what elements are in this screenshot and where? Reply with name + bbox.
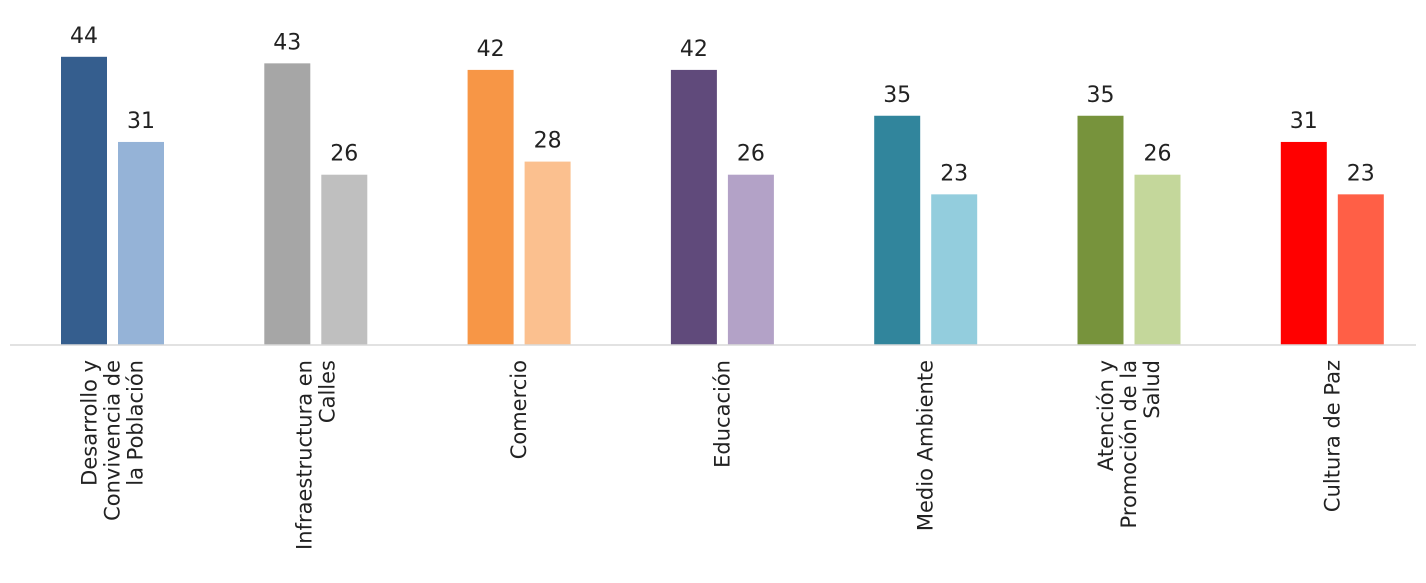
bar-6-series-2 [1134, 174, 1181, 345]
bar-4-series-2 [727, 174, 774, 345]
bar-3-series-1 [467, 69, 514, 346]
bar-7-series-1 [1280, 141, 1327, 345]
bar-2-series-2 [321, 174, 368, 345]
bar-2-series-1 [264, 63, 311, 345]
category-label-line: Medio Ambiente [914, 360, 938, 531]
category-label-1: Desarrollo yConvivencia dela Población [78, 360, 148, 521]
data-label-2-series-1: 43 [273, 30, 301, 55]
data-label-6-series-2: 26 [1144, 142, 1172, 167]
category-label-line: Comercio [507, 360, 531, 459]
data-label-7-series-2: 23 [1347, 161, 1375, 186]
category-label-5: Medio Ambiente [914, 360, 938, 531]
data-label-4-series-1: 42 [680, 37, 708, 62]
category-label-line: Calles [315, 360, 339, 423]
data-label-1-series-1: 44 [70, 24, 98, 49]
data-label-3-series-2: 28 [534, 129, 562, 154]
bars-layer [61, 56, 1384, 346]
data-label-2-series-2: 26 [330, 142, 358, 167]
category-label-line: Educación [710, 360, 734, 468]
bar-7-series-2 [1337, 194, 1384, 345]
bar-1-series-2 [118, 141, 164, 345]
category-label-line: Promoción de la [1117, 360, 1141, 528]
data-label-5-series-2: 23 [940, 161, 968, 186]
data-label-3-series-1: 42 [477, 37, 505, 62]
data-label-6-series-1: 35 [1087, 83, 1115, 108]
category-label-line: Infraestructura en [292, 360, 316, 550]
data-label-1-series-2: 31 [127, 109, 155, 134]
data-label-4-series-2: 26 [737, 142, 765, 167]
bar-5-series-1 [874, 115, 921, 345]
category-label-6: Atención yPromoción de laSalud [1094, 360, 1164, 528]
category-label-line: Convivencia de [101, 360, 125, 521]
category-label-line: Desarrollo y [78, 360, 102, 486]
bar-1-series-1 [61, 56, 107, 346]
labels-layer: 44 31 Desarrollo yConvivencia dela Poblaci… [70, 24, 1375, 550]
category-label-4: Educación [710, 360, 734, 468]
bar-4-series-1 [670, 69, 717, 346]
category-label-line: la Población [124, 360, 148, 486]
category-label-line: Atención y [1094, 360, 1118, 471]
category-label-2: Infraestructura enCalles [292, 360, 339, 550]
data-label-7-series-1: 31 [1290, 109, 1318, 134]
category-label-line: Cultura de Paz [1320, 360, 1344, 512]
bar-3-series-2 [524, 161, 571, 345]
category-label-3: Comercio [507, 360, 531, 459]
bar-6-series-1 [1077, 115, 1124, 345]
category-label-line: Salud [1140, 360, 1164, 419]
category-label-7: Cultura de Paz [1320, 360, 1344, 512]
bar-5-series-2 [931, 194, 978, 345]
data-label-5-series-1: 35 [883, 83, 911, 108]
